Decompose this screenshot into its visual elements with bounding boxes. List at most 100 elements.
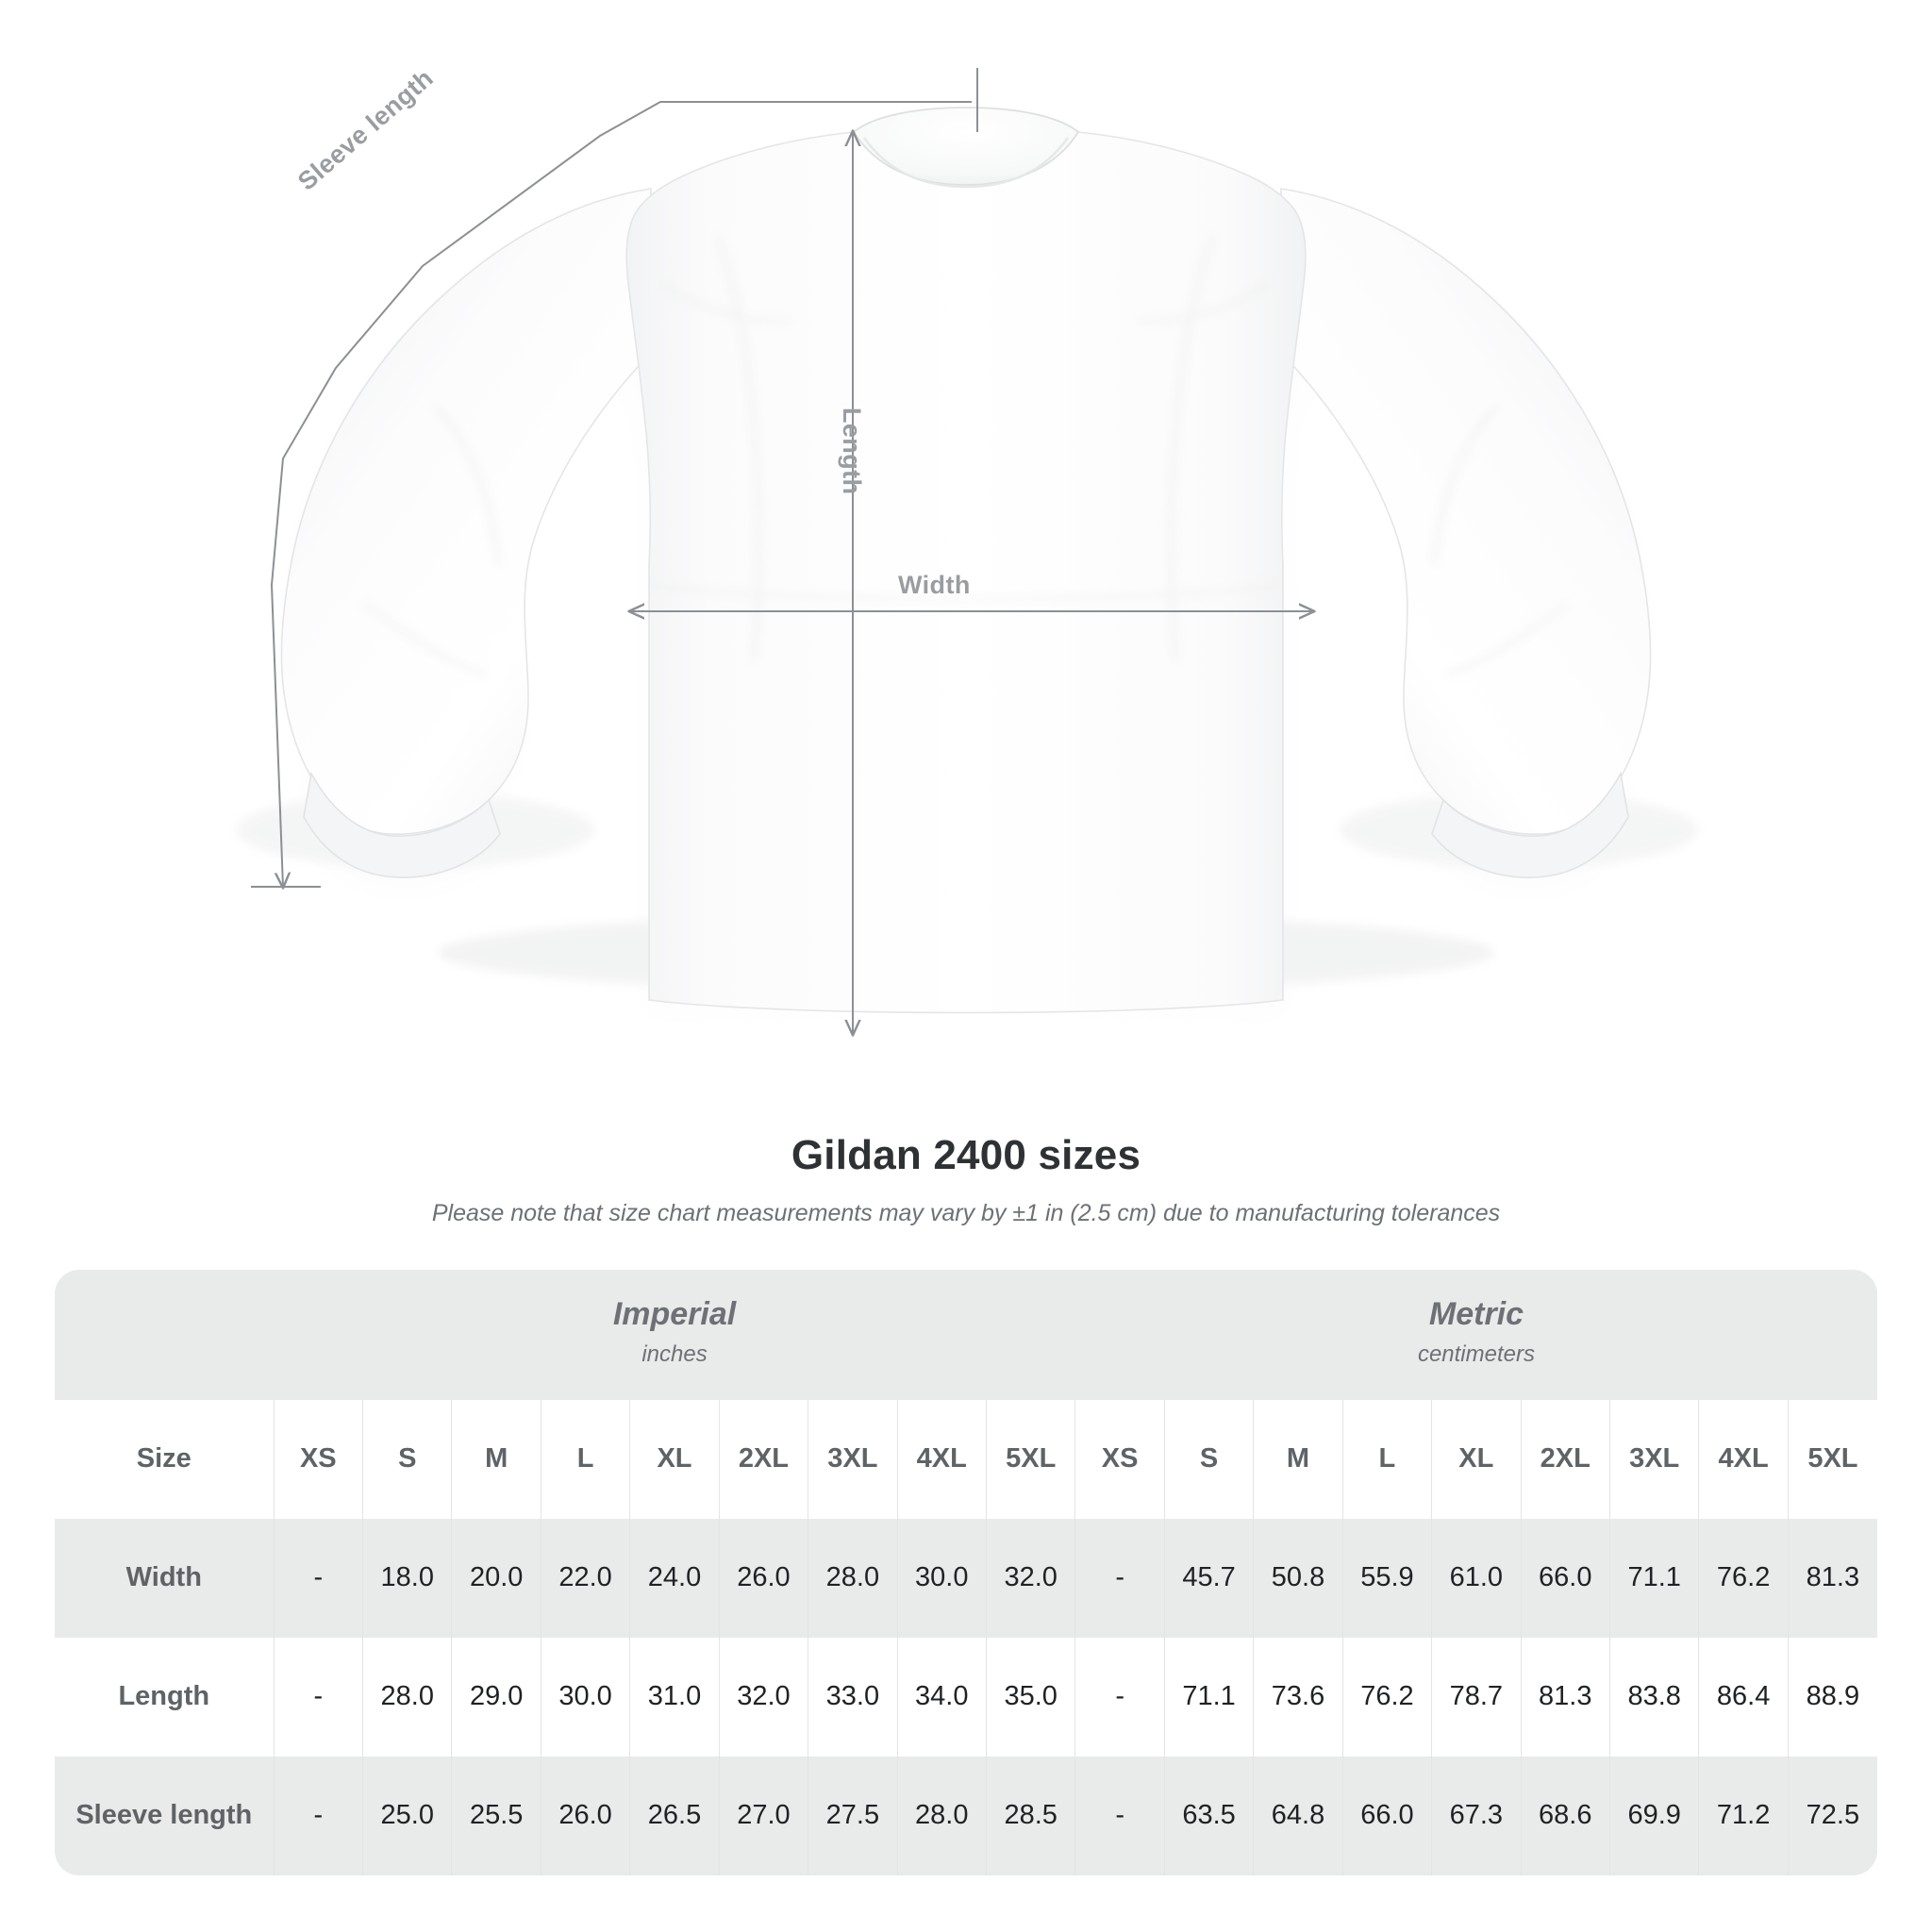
length-metric-2xl: 81.3 — [1520, 1637, 1610, 1757]
length-metric-xs: - — [1074, 1637, 1165, 1757]
width-dimension-label: Width — [898, 571, 971, 599]
size-col-imperial-4xl: 4XL — [896, 1399, 987, 1519]
width-imperial-l: 22.0 — [540, 1518, 630, 1638]
size-col-imperial-xs: XS — [273, 1399, 363, 1519]
size-col-metric-5xl: 5XL — [1787, 1399, 1877, 1519]
sleeve-imperial-3xl: 27.5 — [808, 1756, 898, 1875]
width-metric-s: 45.7 — [1163, 1518, 1254, 1638]
width-metric-m: 50.8 — [1253, 1518, 1343, 1638]
sleeve-imperial-l: 26.0 — [540, 1756, 630, 1875]
unit-corner-cell — [55, 1270, 275, 1400]
table-row-sleeve-length: Sleeve length - 25.0 25.5 26.0 26.5 27.0… — [55, 1756, 1877, 1875]
sleeve-imperial-4xl: 28.0 — [896, 1756, 987, 1875]
length-imperial-xs: - — [273, 1637, 363, 1757]
table-row-length: Length - 28.0 29.0 30.0 31.0 32.0 33.0 3… — [55, 1637, 1877, 1757]
size-col-metric-xs: XS — [1074, 1399, 1165, 1519]
size-col-imperial-xl: XL — [629, 1399, 720, 1519]
length-imperial-5xl: 35.0 — [985, 1637, 1075, 1757]
sleeve-imperial-xs: - — [273, 1756, 363, 1875]
width-imperial-xl: 24.0 — [629, 1518, 720, 1638]
sleeve-metric-l: 66.0 — [1341, 1756, 1432, 1875]
size-table-head: Imperial inches Metric centimeters Size … — [55, 1270, 1877, 1519]
length-metric-l: 76.2 — [1341, 1637, 1432, 1757]
size-col-imperial-l: L — [540, 1399, 630, 1519]
size-col-metric-3xl: 3XL — [1608, 1399, 1699, 1519]
size-col-imperial-3xl: 3XL — [808, 1399, 898, 1519]
tolerance-note: Please note that size chart measurements… — [431, 1200, 1501, 1226]
width-metric-3xl: 71.1 — [1608, 1518, 1699, 1638]
width-metric-2xl: 66.0 — [1520, 1518, 1610, 1638]
sleeve-metric-5xl: 72.5 — [1787, 1756, 1877, 1875]
sleeve-imperial-2xl: 27.0 — [718, 1756, 808, 1875]
length-imperial-l: 30.0 — [540, 1637, 630, 1757]
size-col-imperial-m: M — [451, 1399, 541, 1519]
length-imperial-s: 28.0 — [362, 1637, 452, 1757]
sleeve-imperial-5xl: 28.5 — [985, 1756, 1075, 1875]
size-col-imperial-2xl: 2XL — [718, 1399, 808, 1519]
length-imperial-4xl: 34.0 — [896, 1637, 987, 1757]
sleeve-metric-m: 64.8 — [1253, 1756, 1343, 1875]
width-metric-l: 55.9 — [1341, 1518, 1432, 1638]
size-col-metric-s: S — [1163, 1399, 1254, 1519]
length-metric-3xl: 83.8 — [1608, 1637, 1699, 1757]
width-metric-4xl: 76.2 — [1698, 1518, 1789, 1638]
length-imperial-xl: 31.0 — [629, 1637, 720, 1757]
unit-group-row: Imperial inches Metric centimeters — [55, 1270, 1877, 1400]
length-imperial-3xl: 33.0 — [808, 1637, 898, 1757]
length-metric-4xl: 86.4 — [1698, 1637, 1789, 1757]
unit-group-metric-sub: centimeters — [1417, 1341, 1535, 1367]
chart-heading: Gildan 2400 sizes Please note that size … — [0, 1132, 1932, 1227]
size-header-row: Size XS S M L XL 2XL 3XL 4XL 5XL XS S M … — [55, 1399, 1877, 1519]
length-metric-s: 71.1 — [1163, 1637, 1254, 1757]
size-col-metric-xl: XL — [1431, 1399, 1522, 1519]
sleeve-imperial-xl: 26.5 — [629, 1756, 720, 1875]
sleeve-metric-2xl: 68.6 — [1520, 1756, 1610, 1875]
length-metric-xl: 78.7 — [1431, 1637, 1522, 1757]
width-metric-5xl: 81.3 — [1787, 1518, 1877, 1638]
sleeve-metric-xs: - — [1074, 1756, 1165, 1875]
sleeve-imperial-s: 25.0 — [362, 1756, 452, 1875]
sleeve-metric-s: 63.5 — [1163, 1756, 1254, 1875]
size-col-imperial-5xl: 5XL — [985, 1399, 1075, 1519]
width-imperial-s: 18.0 — [362, 1518, 452, 1638]
unit-group-metric: Metric centimeters — [1074, 1270, 1877, 1400]
width-imperial-2xl: 26.0 — [718, 1518, 808, 1638]
unit-group-imperial-sub: inches — [641, 1341, 708, 1367]
width-imperial-4xl: 30.0 — [896, 1518, 987, 1638]
size-col-metric-4xl: 4XL — [1698, 1399, 1789, 1519]
length-dimension-label: Length — [838, 408, 866, 495]
length-imperial-2xl: 32.0 — [718, 1637, 808, 1757]
unit-group-metric-name: Metric — [1428, 1296, 1524, 1332]
width-imperial-3xl: 28.0 — [808, 1518, 898, 1638]
size-table: Imperial inches Metric centimeters Size … — [55, 1270, 1877, 1875]
length-metric-5xl: 88.9 — [1787, 1637, 1877, 1757]
sleeve-imperial-m: 25.5 — [451, 1756, 541, 1875]
size-table-body: Width - 18.0 20.0 22.0 24.0 26.0 28.0 30… — [55, 1518, 1877, 1875]
size-table-container: Imperial inches Metric centimeters Size … — [55, 1270, 1877, 1875]
size-col-imperial-s: S — [362, 1399, 452, 1519]
unit-group-imperial-name: Imperial — [612, 1296, 737, 1332]
width-imperial-5xl: 32.0 — [985, 1518, 1075, 1638]
garment-illustration: Sleeve length Length Width — [236, 63, 1698, 1108]
width-imperial-xs: - — [273, 1518, 363, 1638]
page-title: Gildan 2400 sizes — [791, 1132, 1141, 1178]
length-imperial-m: 29.0 — [451, 1637, 541, 1757]
long-sleeve-shirt-graphic — [236, 107, 1698, 1014]
size-col-metric-2xl: 2XL — [1520, 1399, 1610, 1519]
unit-group-imperial: Imperial inches — [274, 1270, 1075, 1400]
sleeve-metric-3xl: 69.9 — [1608, 1756, 1699, 1875]
table-row-width: Width - 18.0 20.0 22.0 24.0 26.0 28.0 30… — [55, 1518, 1877, 1638]
sleeve-metric-xl: 67.3 — [1431, 1756, 1522, 1875]
width-metric-xs: - — [1074, 1518, 1165, 1638]
size-col-metric-l: L — [1341, 1399, 1432, 1519]
size-col-metric-m: M — [1253, 1399, 1343, 1519]
size-header-label: Size — [136, 1443, 192, 1474]
sleeve-metric-4xl: 71.2 — [1698, 1756, 1789, 1875]
row-label-sleeve-length: Sleeve length — [75, 1800, 253, 1831]
row-label-length: Length — [118, 1681, 210, 1712]
length-metric-m: 73.6 — [1253, 1637, 1343, 1757]
width-metric-xl: 61.0 — [1431, 1518, 1522, 1638]
row-label-width: Width — [125, 1562, 202, 1593]
width-imperial-m: 20.0 — [451, 1518, 541, 1638]
